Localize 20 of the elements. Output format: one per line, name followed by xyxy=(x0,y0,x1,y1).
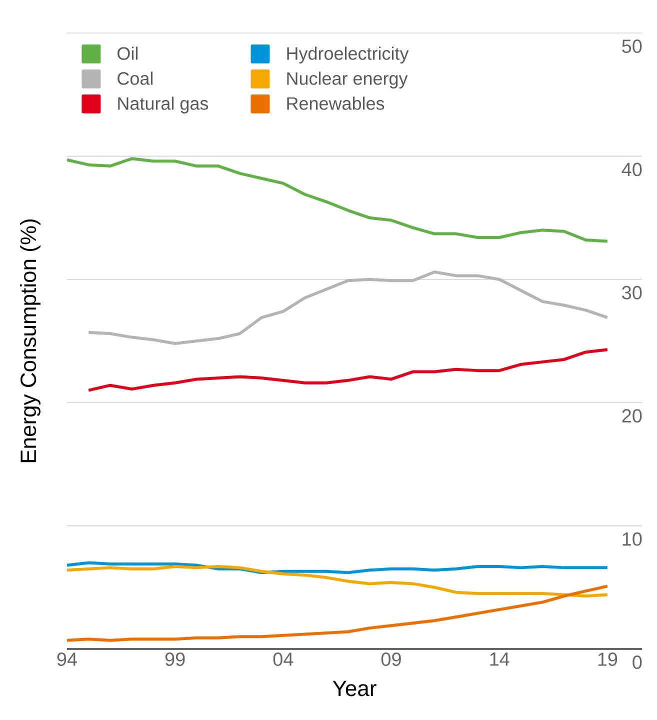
y-tick-label: 20 xyxy=(622,409,642,423)
y-axis-title: Energy Consumption (%) xyxy=(20,220,40,462)
y-tick-label: 30 xyxy=(622,286,642,300)
x-tick-label: 94 xyxy=(57,652,77,666)
legend-label: Nuclear energy xyxy=(287,72,408,88)
x-tick-label: 14 xyxy=(490,652,510,666)
x-tick-label: 99 xyxy=(165,652,185,666)
y-tick-label: 50 xyxy=(622,40,642,53)
legend-label: Natural gas xyxy=(118,96,208,114)
legend-label: Renewables xyxy=(287,96,384,110)
y-tick-label: 0 xyxy=(632,656,642,669)
x-axis-title: Year xyxy=(332,680,376,696)
y-tick-label: 40 xyxy=(622,162,642,176)
x-tick-label: 09 xyxy=(381,652,401,666)
x-tick-label: 19 xyxy=(598,652,618,666)
legend-label: Oil xyxy=(118,46,138,60)
x-tick-label: 04 xyxy=(273,652,294,666)
legend-label: Hydroelectricity xyxy=(287,46,409,64)
legend-label: Coal xyxy=(118,72,153,85)
y-tick-label: 10 xyxy=(622,532,642,546)
